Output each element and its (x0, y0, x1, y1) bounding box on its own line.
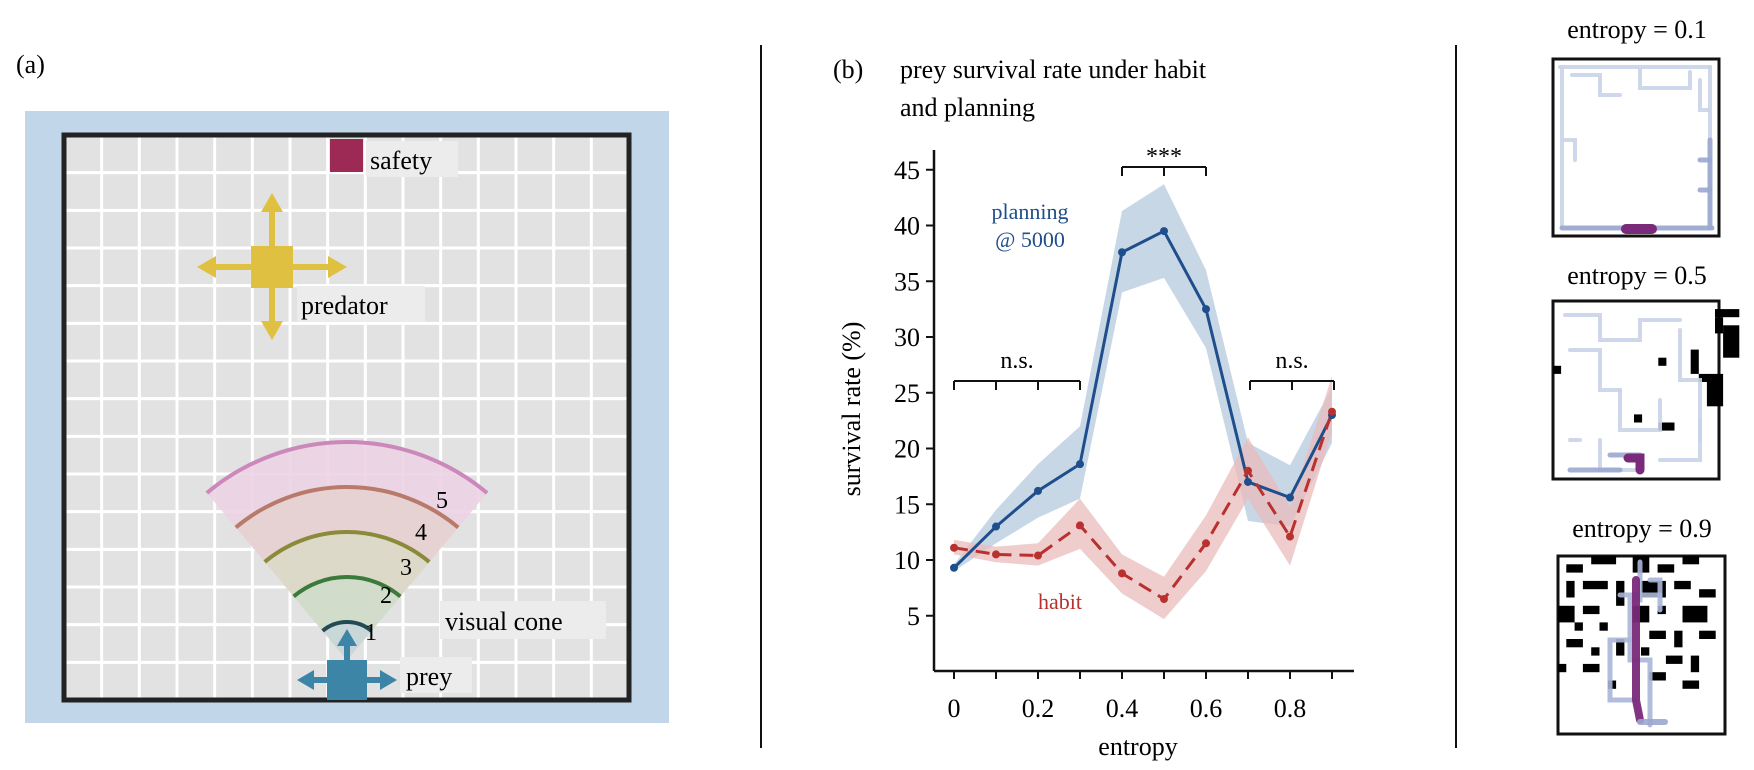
point-0-8 (1286, 493, 1294, 502)
bracket-sig (1121, 166, 1207, 176)
y-tick-6: 35 (894, 267, 920, 296)
point-0-4 (1118, 248, 1126, 257)
point-1-0 (950, 543, 958, 552)
series-lines (952, 229, 1334, 602)
safety-cell (330, 139, 363, 172)
y-tick-1: 10 (894, 546, 920, 575)
series-line-1 (953, 411, 1334, 602)
point-1-9 (1328, 407, 1336, 416)
trajectory-map-2 (1556, 554, 1727, 736)
point-1-3 (1076, 521, 1084, 530)
safety-label-bg (366, 141, 458, 177)
panel-b-label: (b) (833, 55, 863, 84)
y-tick-2: 15 (894, 490, 920, 519)
point-1-5 (1160, 595, 1168, 604)
y-tick-3: 20 (894, 435, 920, 464)
visual-cone (205, 440, 489, 660)
predator-label-bg (297, 286, 425, 322)
map-title-0: entropy = 0.1 (1567, 15, 1707, 44)
x-tick-0: 0 (948, 694, 961, 723)
point-0-3 (1076, 460, 1084, 469)
visual-cone-label-bg (440, 601, 606, 639)
cone-number-4: 4 (415, 520, 427, 546)
y-tick-8: 45 (894, 156, 920, 185)
point-0-0 (950, 563, 958, 572)
panel-a: (a) safety predator 1 2 3 4 5 vi (16, 50, 669, 723)
predator-icon (197, 193, 347, 340)
trajectory-map-0 (1551, 57, 1721, 238)
chart-title-line2: and planning (900, 93, 1035, 122)
y-axis-label: survival rate (%) (837, 322, 866, 497)
panel-c: entropy = 0.1 entropy = 0.5 entropy = 0.… (1551, 15, 1740, 736)
point-1-6 (1202, 539, 1210, 548)
cone-number-5: 5 (436, 488, 448, 514)
habit-annotation: habit (1038, 589, 1082, 614)
point-0-1 (992, 522, 1000, 531)
panel-a-label: (a) (16, 50, 45, 79)
prey-label: prey (406, 662, 452, 691)
cone-number-3: 3 (400, 555, 412, 581)
x-ticks: 0 0.2 0.4 0.6 0.8 (948, 671, 1333, 723)
prey-label-bg (400, 657, 472, 693)
planning-annotation-line1: planning (992, 199, 1069, 224)
y-tick-4: 25 (894, 379, 920, 408)
point-1-2 (1034, 551, 1042, 560)
point-1-1 (992, 550, 1000, 559)
chart-axes (932, 150, 1354, 673)
cone-number-1: 1 (365, 620, 377, 646)
x-tick-4: 0.8 (1274, 694, 1307, 723)
ns-right-label: n.s. (1275, 348, 1308, 374)
ns-left-label: n.s. (1000, 348, 1033, 374)
confidence-bands (954, 184, 1332, 620)
y-tick-5: 30 (894, 323, 920, 352)
visual-cone-label: visual cone (445, 607, 563, 636)
point-0-7 (1244, 477, 1252, 486)
x-tick-2: 0.4 (1106, 694, 1139, 723)
cone-number-2: 2 (380, 583, 392, 609)
x-axis-label: entropy (1098, 732, 1177, 761)
point-0-5 (1160, 227, 1168, 236)
point-1-7 (1244, 466, 1252, 475)
sig-label: *** (1146, 144, 1182, 170)
y-ticks: 5 10 15 20 25 30 35 40 45 (894, 156, 934, 631)
point-1-8 (1286, 532, 1294, 541)
predator-label: predator (301, 291, 388, 320)
map-title-1: entropy = 0.5 (1567, 261, 1707, 290)
chart-title-line1: prey survival rate under habit (900, 55, 1207, 84)
band-1 (954, 376, 1332, 620)
planning-annotation-line2: @ 5000 (995, 227, 1065, 252)
panel-b: (b) prey survival rate under habit and p… (833, 55, 1354, 761)
y-tick-0: 5 (907, 602, 920, 631)
y-tick-7: 40 (894, 212, 920, 241)
series-line-0 (952, 229, 1334, 569)
prey-icon (297, 629, 397, 700)
bracket-ns-right (1249, 380, 1335, 390)
safety-label: safety (370, 146, 432, 175)
point-0-6 (1202, 305, 1210, 314)
series-points (950, 227, 1336, 604)
trajectory-map-1 (1551, 299, 1740, 481)
point-0-2 (1034, 486, 1042, 495)
map-title-2: entropy = 0.9 (1572, 514, 1712, 543)
x-tick-3: 0.6 (1190, 694, 1223, 723)
bracket-ns-left (953, 380, 1081, 390)
x-tick-1: 0.2 (1022, 694, 1055, 723)
point-1-4 (1118, 569, 1126, 578)
